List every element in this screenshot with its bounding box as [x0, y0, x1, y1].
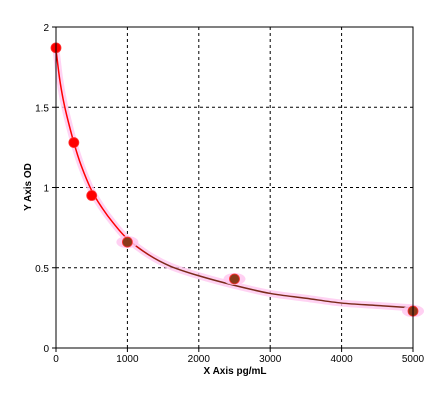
x-tick-label: 5000 [402, 354, 425, 365]
fitted-curve-highlight [52, 45, 417, 312]
plot-frame [55, 26, 414, 349]
y-tick-label: 1.5 [35, 103, 49, 114]
x-tick-label: 2000 [188, 354, 211, 365]
grid-layer [56, 27, 413, 348]
y-tick-label: 2 [43, 23, 49, 34]
y-axis-title: Y Axis OD [23, 163, 34, 211]
point-layer [50, 42, 424, 318]
x-tick-label: 3000 [259, 354, 282, 365]
fitted-curve [55, 49, 414, 309]
y-tick-label: 0.5 [35, 264, 49, 275]
curve-layer [52, 45, 417, 312]
data-point [229, 273, 240, 285]
x-axis-title: X Axis pg/mL [204, 366, 267, 377]
frame-layer [55, 26, 414, 349]
y-tick-label: 0 [43, 344, 49, 355]
x-tick-label: 0 [53, 354, 59, 365]
x-tick-label: 4000 [330, 354, 353, 365]
tick-label-layer: 0 1000 2000 3000 4000 5000 0 0.5 1 1.5 2 [35, 23, 424, 365]
x-tick-label: 1000 [116, 354, 139, 365]
data-point [122, 236, 133, 248]
data-point [68, 137, 80, 148]
data-point [86, 190, 98, 201]
y-tick-label: 1 [43, 184, 49, 195]
